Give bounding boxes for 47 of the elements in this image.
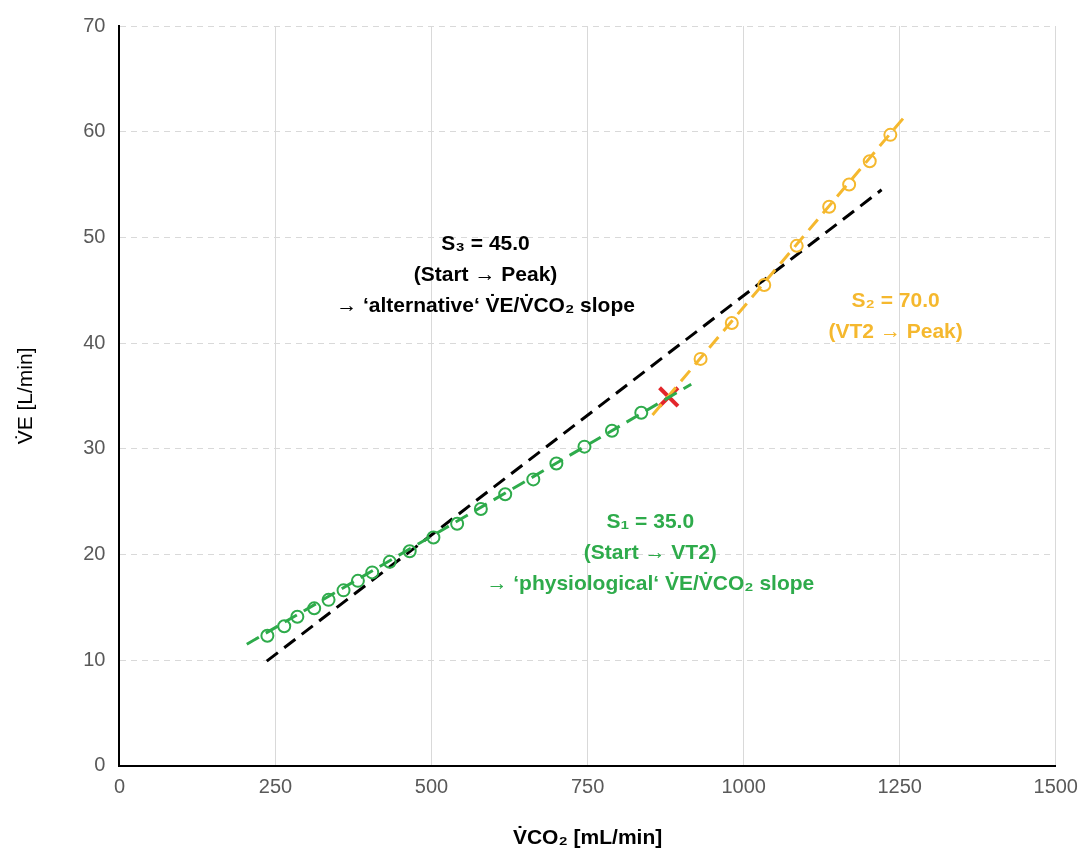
y-tick-label: 70	[83, 13, 106, 36]
y-tick-label: 20	[83, 541, 106, 564]
y-tick-label: 40	[83, 330, 106, 353]
point	[321, 592, 336, 607]
annotation: S₂ = 70.0 (VT2 → Peak)	[828, 288, 963, 342]
point	[883, 127, 898, 142]
annotation: S₁ = 35.0 (Start → VT2) → ‘physiological‘ V̇E/V̇CO₂ slope	[486, 509, 815, 595]
point	[549, 456, 564, 471]
point	[498, 487, 513, 502]
point	[336, 583, 351, 598]
x-tick-label: 250	[258, 775, 293, 798]
y-tick-label: 60	[83, 119, 106, 142]
y-tick-label: 30	[83, 436, 106, 459]
point	[290, 609, 305, 624]
point	[634, 405, 649, 420]
x-tick-label: 1500	[1033, 775, 1078, 798]
point	[789, 238, 804, 253]
point	[757, 277, 772, 292]
y-tick-label: 10	[83, 647, 106, 670]
point	[260, 628, 275, 643]
y-tick-label: 50	[83, 224, 106, 247]
x-tick-label: 1250	[877, 775, 922, 798]
point	[402, 544, 417, 559]
point	[307, 601, 322, 616]
point	[365, 565, 380, 580]
point	[526, 472, 541, 487]
y-axis-title: V̇E [L/min]	[13, 347, 37, 445]
point	[277, 619, 292, 634]
point	[822, 199, 837, 214]
point	[577, 439, 592, 454]
x-tick-label: 750	[570, 775, 605, 798]
x-tick-label: 0	[113, 775, 126, 798]
point	[862, 154, 877, 169]
point	[693, 351, 708, 366]
x-axis-title: V̇CO₂ [mL/min]	[512, 825, 663, 849]
annotation: S₃ = 45.0 (Start → Peak) → ‘alternative‘ V̇E/V̇CO₂ slope	[336, 231, 635, 317]
point	[426, 530, 441, 545]
y-tick-label: 0	[94, 753, 106, 776]
point	[382, 554, 397, 569]
point	[842, 177, 857, 192]
point	[604, 423, 619, 438]
point	[724, 315, 739, 330]
point	[350, 573, 365, 588]
x-tick-label: 500	[414, 775, 449, 798]
point	[473, 501, 488, 516]
x-tick-label: 1000	[721, 775, 766, 798]
point	[450, 516, 465, 531]
